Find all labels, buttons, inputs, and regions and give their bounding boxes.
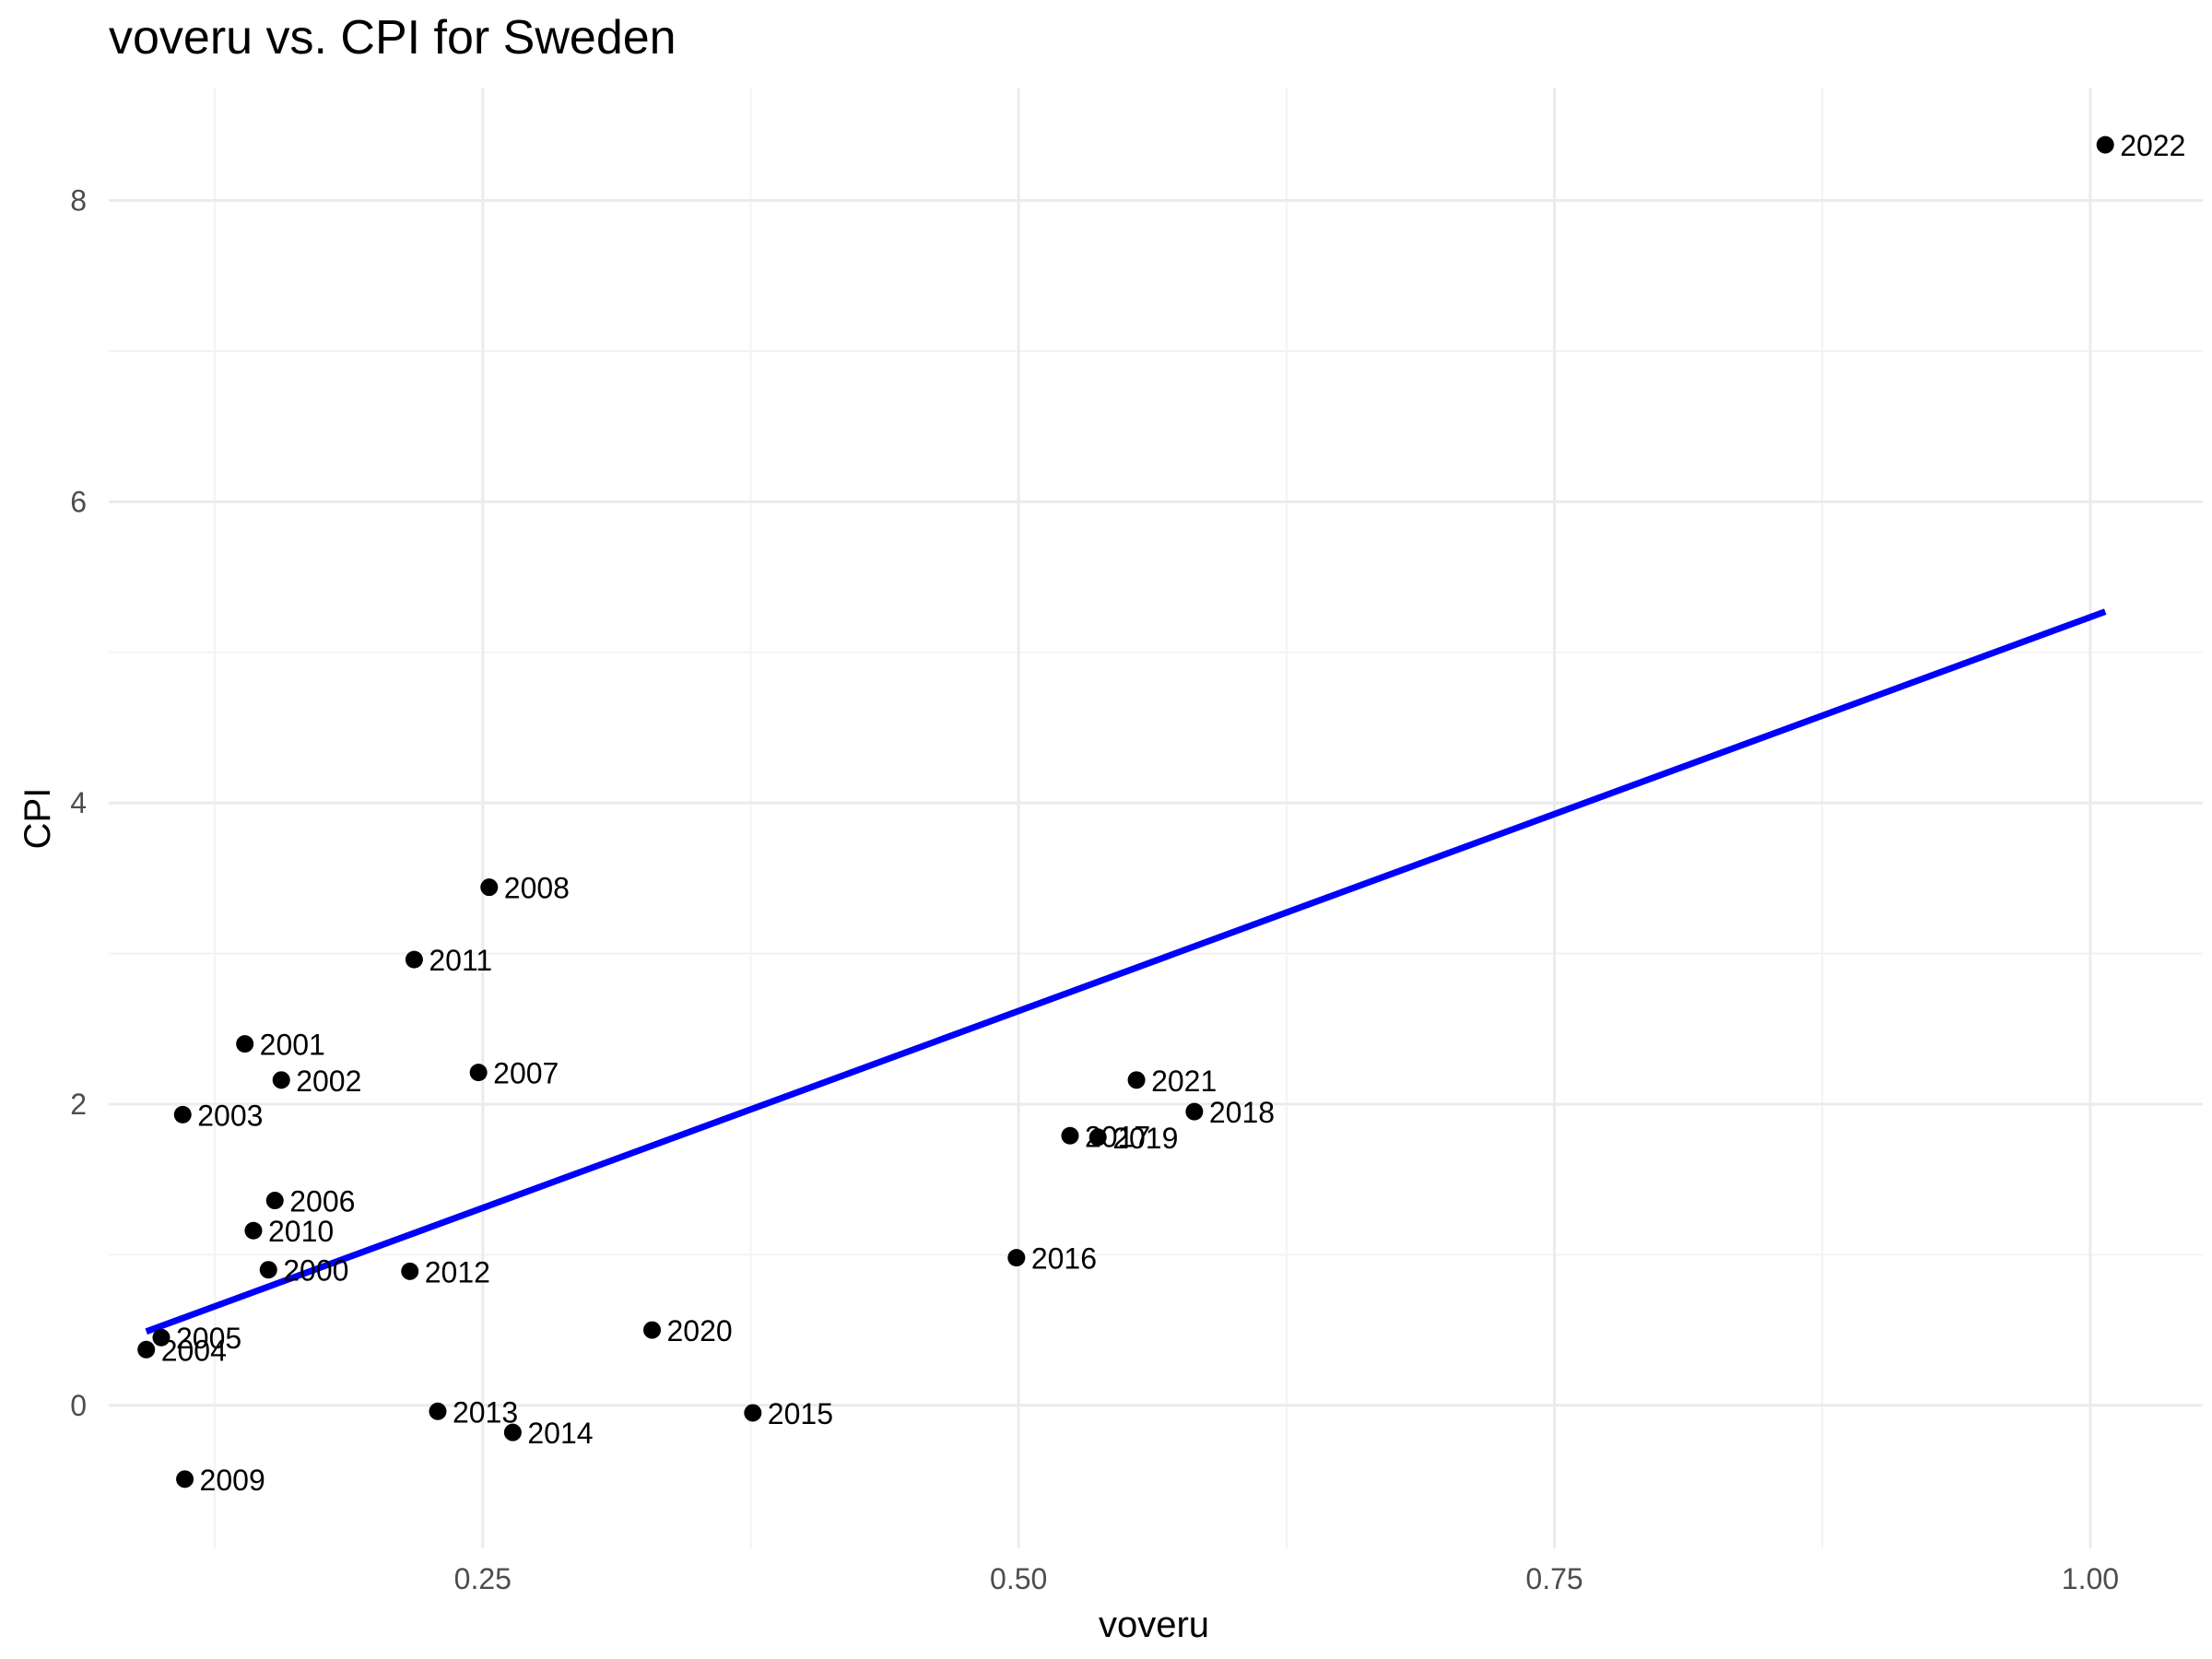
point-label-2001: 2001 xyxy=(260,1029,325,1062)
point-label-2006: 2006 xyxy=(289,1185,355,1218)
y-axis-title: CPI xyxy=(18,788,58,850)
data-point-2006 xyxy=(265,1192,284,1210)
point-label-2008: 2008 xyxy=(504,872,570,905)
major-gridlines xyxy=(109,88,2203,1548)
data-point-2004 xyxy=(137,1340,156,1359)
point-label-2014: 2014 xyxy=(527,1417,593,1450)
data-point-2013 xyxy=(429,1402,447,1420)
x-axis-title: voveru xyxy=(1099,1605,1209,1645)
chart-title: voveru vs. CPI for Sweden xyxy=(109,11,677,65)
x-tick-label: 0.50 xyxy=(990,1562,1047,1595)
point-label-2010: 2010 xyxy=(268,1215,334,1248)
point-label-2005: 2005 xyxy=(176,1322,241,1355)
point-label-2002: 2002 xyxy=(296,1065,361,1098)
data-point-2020 xyxy=(643,1321,662,1339)
data-point-2002 xyxy=(272,1071,290,1089)
data-point-2008 xyxy=(480,878,499,897)
fit-line-layer xyxy=(145,608,2107,1335)
point-label-2004: 2004 xyxy=(161,1334,227,1367)
minor-gridlines xyxy=(109,88,2203,1548)
point-label-2019: 2019 xyxy=(1112,1122,1178,1155)
point-label-2011: 2011 xyxy=(429,944,492,977)
point-label-2013: 2013 xyxy=(453,1395,518,1429)
data-point-2018 xyxy=(1185,1102,1204,1121)
y-tick-label: 0 xyxy=(70,1389,87,1422)
y-tick-label: 8 xyxy=(70,184,87,218)
data-point-2007 xyxy=(469,1064,488,1082)
point-label-2020: 2020 xyxy=(667,1314,733,1347)
point-label-2015: 2015 xyxy=(768,1397,833,1430)
point-label-2018: 2018 xyxy=(1209,1096,1275,1129)
point-label-2007: 2007 xyxy=(493,1057,559,1090)
data-point-2010 xyxy=(244,1221,263,1240)
data-point-2015 xyxy=(744,1404,762,1422)
data-point-2017 xyxy=(1061,1126,1079,1145)
data-point-2021 xyxy=(1127,1071,1146,1089)
points-layer xyxy=(137,135,2114,1488)
y-axis-ticks: 0 2 4 6 8 xyxy=(70,184,87,1422)
x-tick-label: 0.75 xyxy=(1525,1562,1583,1595)
data-point-2022 xyxy=(2096,135,2114,154)
x-axis-ticks: 0.25 0.50 0.75 1.00 xyxy=(454,1562,2119,1595)
y-tick-label: 4 xyxy=(70,786,87,819)
data-point-2005 xyxy=(152,1328,171,1347)
point-label-2003: 2003 xyxy=(197,1099,263,1132)
data-point-2003 xyxy=(173,1105,192,1124)
x-tick-label: 1.00 xyxy=(2062,1562,2119,1595)
point-label-2021: 2021 xyxy=(1151,1065,1217,1098)
data-point-2001 xyxy=(236,1035,254,1053)
data-point-2011 xyxy=(405,950,423,969)
y-tick-label: 2 xyxy=(70,1088,87,1121)
x-tick-label: 0.25 xyxy=(454,1562,512,1595)
point-label-2022: 2022 xyxy=(2120,129,2185,162)
data-point-2012 xyxy=(401,1262,419,1280)
fit-line xyxy=(145,608,2107,1335)
point-label-2012: 2012 xyxy=(425,1255,490,1288)
point-label-2000: 2000 xyxy=(283,1254,348,1288)
point-label-2009: 2009 xyxy=(200,1464,265,1497)
point-label-2016: 2016 xyxy=(1031,1242,1097,1276)
y-tick-label: 6 xyxy=(70,485,87,518)
data-point-2016 xyxy=(1007,1249,1026,1267)
data-point-2009 xyxy=(176,1470,194,1488)
data-point-2014 xyxy=(503,1423,522,1441)
data-point-2000 xyxy=(259,1261,277,1279)
point-label-2017: 2017 xyxy=(1085,1120,1150,1153)
data-point-2019 xyxy=(1088,1128,1107,1147)
